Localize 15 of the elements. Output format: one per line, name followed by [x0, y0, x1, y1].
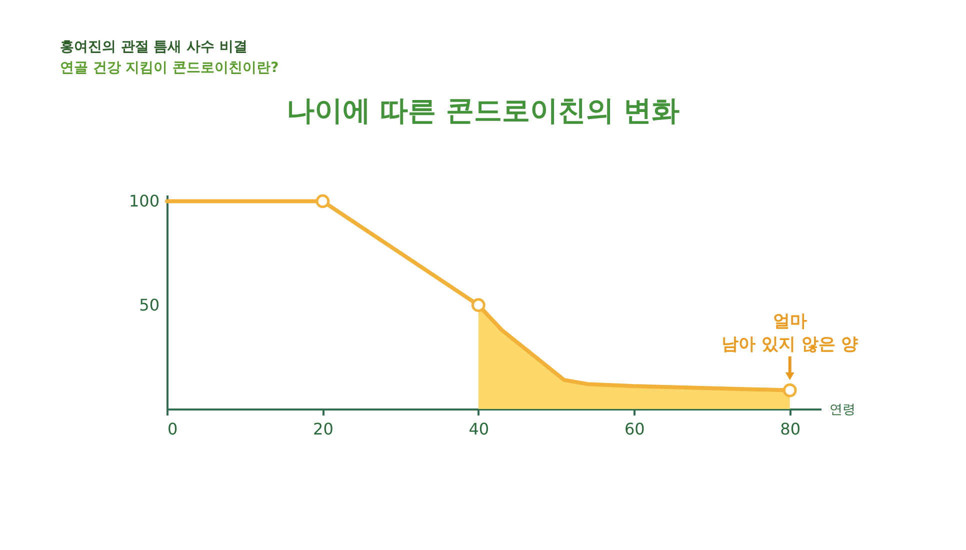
point [782, 383, 797, 398]
x-axis-title: 연령 [830, 402, 856, 418]
point [316, 194, 330, 208]
text: 홍여진의 관절 틈새 사수 비결 [60, 39, 248, 55]
y-tick-label: 100 [128, 192, 160, 211]
x-tick-label: 80 [780, 420, 801, 438]
y-tick-label: 50 [139, 296, 160, 315]
x-tick-label: 20 [313, 420, 334, 438]
x-tick-label: 0 [168, 420, 178, 438]
x-tick-label: 40 [468, 420, 490, 438]
point [471, 298, 486, 312]
x-tick-label: 60 [624, 420, 645, 438]
text: 연골 건강 지킴이 콘드로이친이란? [60, 60, 279, 76]
annotation: 얼마 남아 있지 않은 양 [721, 311, 858, 354]
chart-title: 나이에 따른 콘드로이친의 변화 [286, 94, 680, 127]
